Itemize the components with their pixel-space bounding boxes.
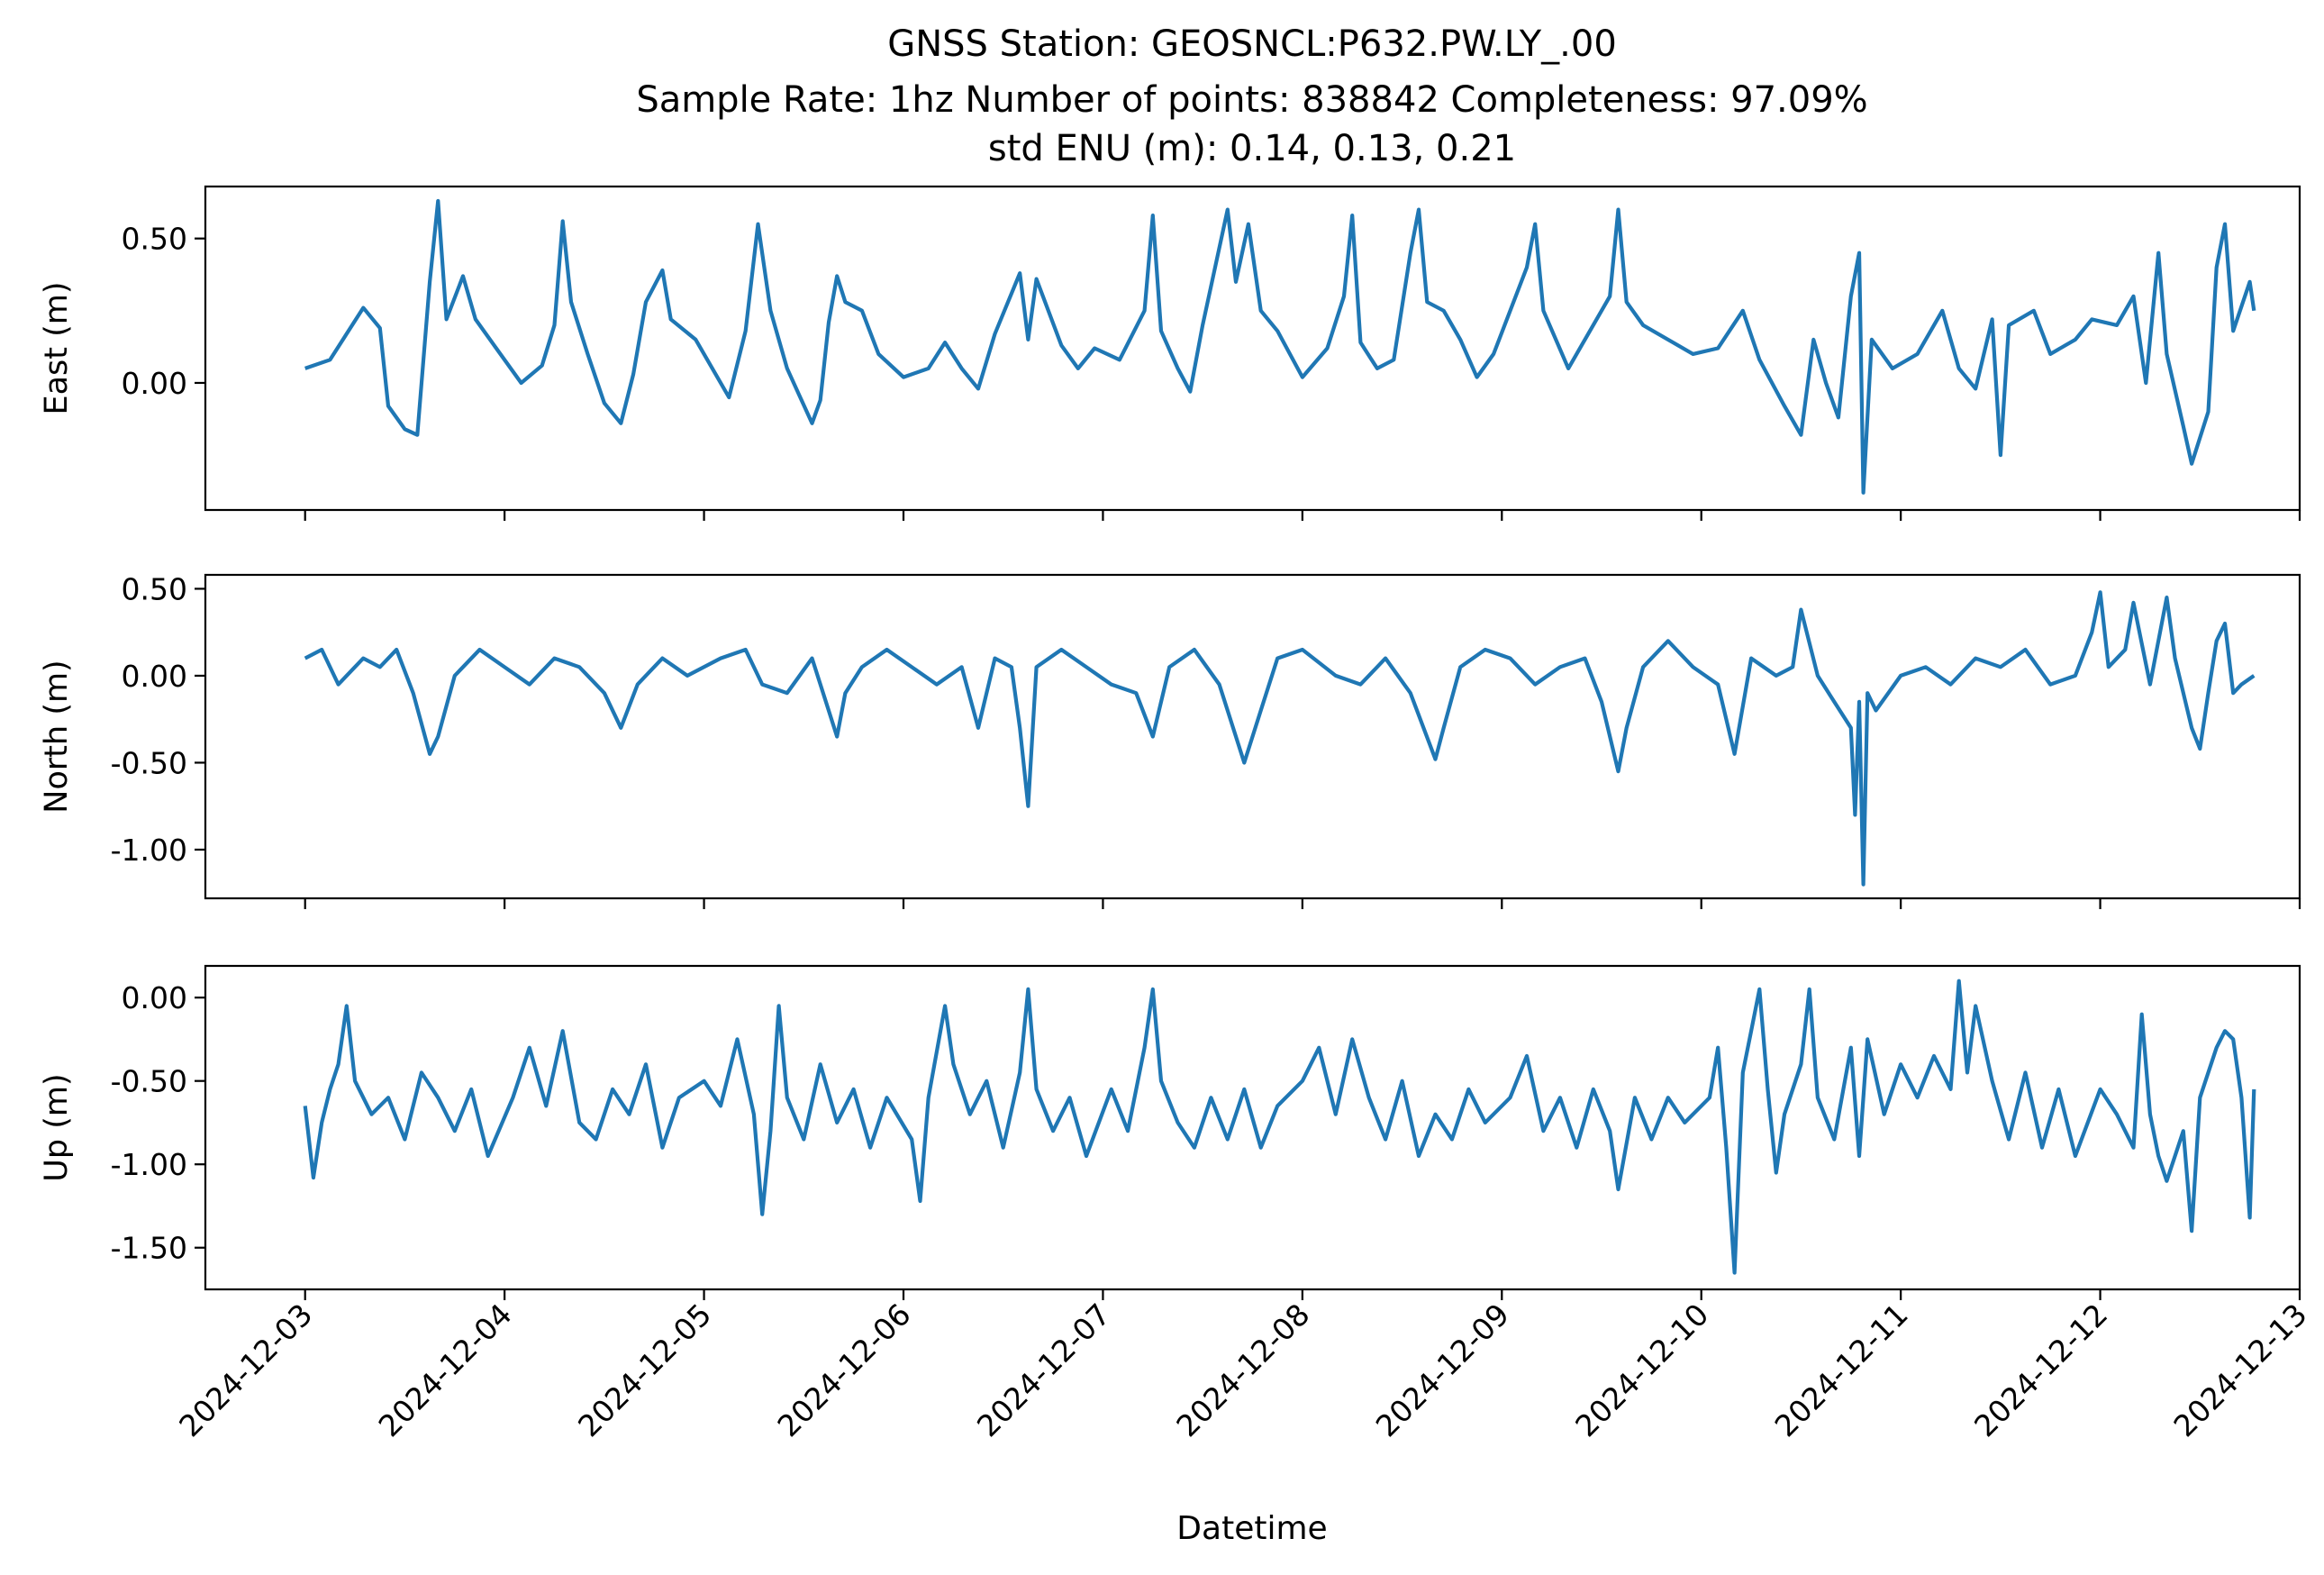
axes-frame-panel-3 [204, 964, 2301, 1291]
y-tick-label-panel-2: 0.00 [122, 659, 187, 694]
y-tick-label-panel-3: 0.00 [122, 980, 187, 1015]
y-tick-label-panel-1: 0.00 [122, 366, 187, 401]
y-tick-label-panel-3: -0.50 [111, 1064, 187, 1099]
y-tick-label-panel-2: -1.00 [111, 833, 187, 868]
series-line-panel-2 [304, 590, 2256, 887]
y-tick-label-panel-2: 0.50 [122, 571, 187, 606]
y-axis-label-panel-3: Up (m) [39, 1073, 75, 1181]
title-line-1: GNSS Station: GEOSNCL:P632.PW.LY_.00 [887, 23, 1617, 65]
y-tick-label-panel-3: -1.00 [111, 1147, 187, 1182]
axes-frame-panel-2 [204, 573, 2301, 900]
x-axis-label: Datetime [1176, 1510, 1327, 1547]
y-axis-label-panel-1: East (m) [39, 281, 75, 414]
series-line-panel-3 [303, 979, 2256, 1275]
y-axis-label-panel-2: North (m) [39, 660, 75, 813]
title-line-2: Sample Rate: 1hz Number of points: 83884… [636, 79, 1867, 121]
y-tick-label-panel-3: -1.50 [111, 1231, 187, 1266]
y-tick-label-panel-2: -0.50 [111, 745, 187, 780]
series-line-panel-1 [304, 198, 2256, 495]
y-tick-label-panel-1: 0.50 [122, 222, 187, 257]
title-line-3: std ENU (m): 0.14, 0.13, 0.21 [988, 128, 1516, 169]
axes-frame-panel-1 [204, 185, 2301, 512]
